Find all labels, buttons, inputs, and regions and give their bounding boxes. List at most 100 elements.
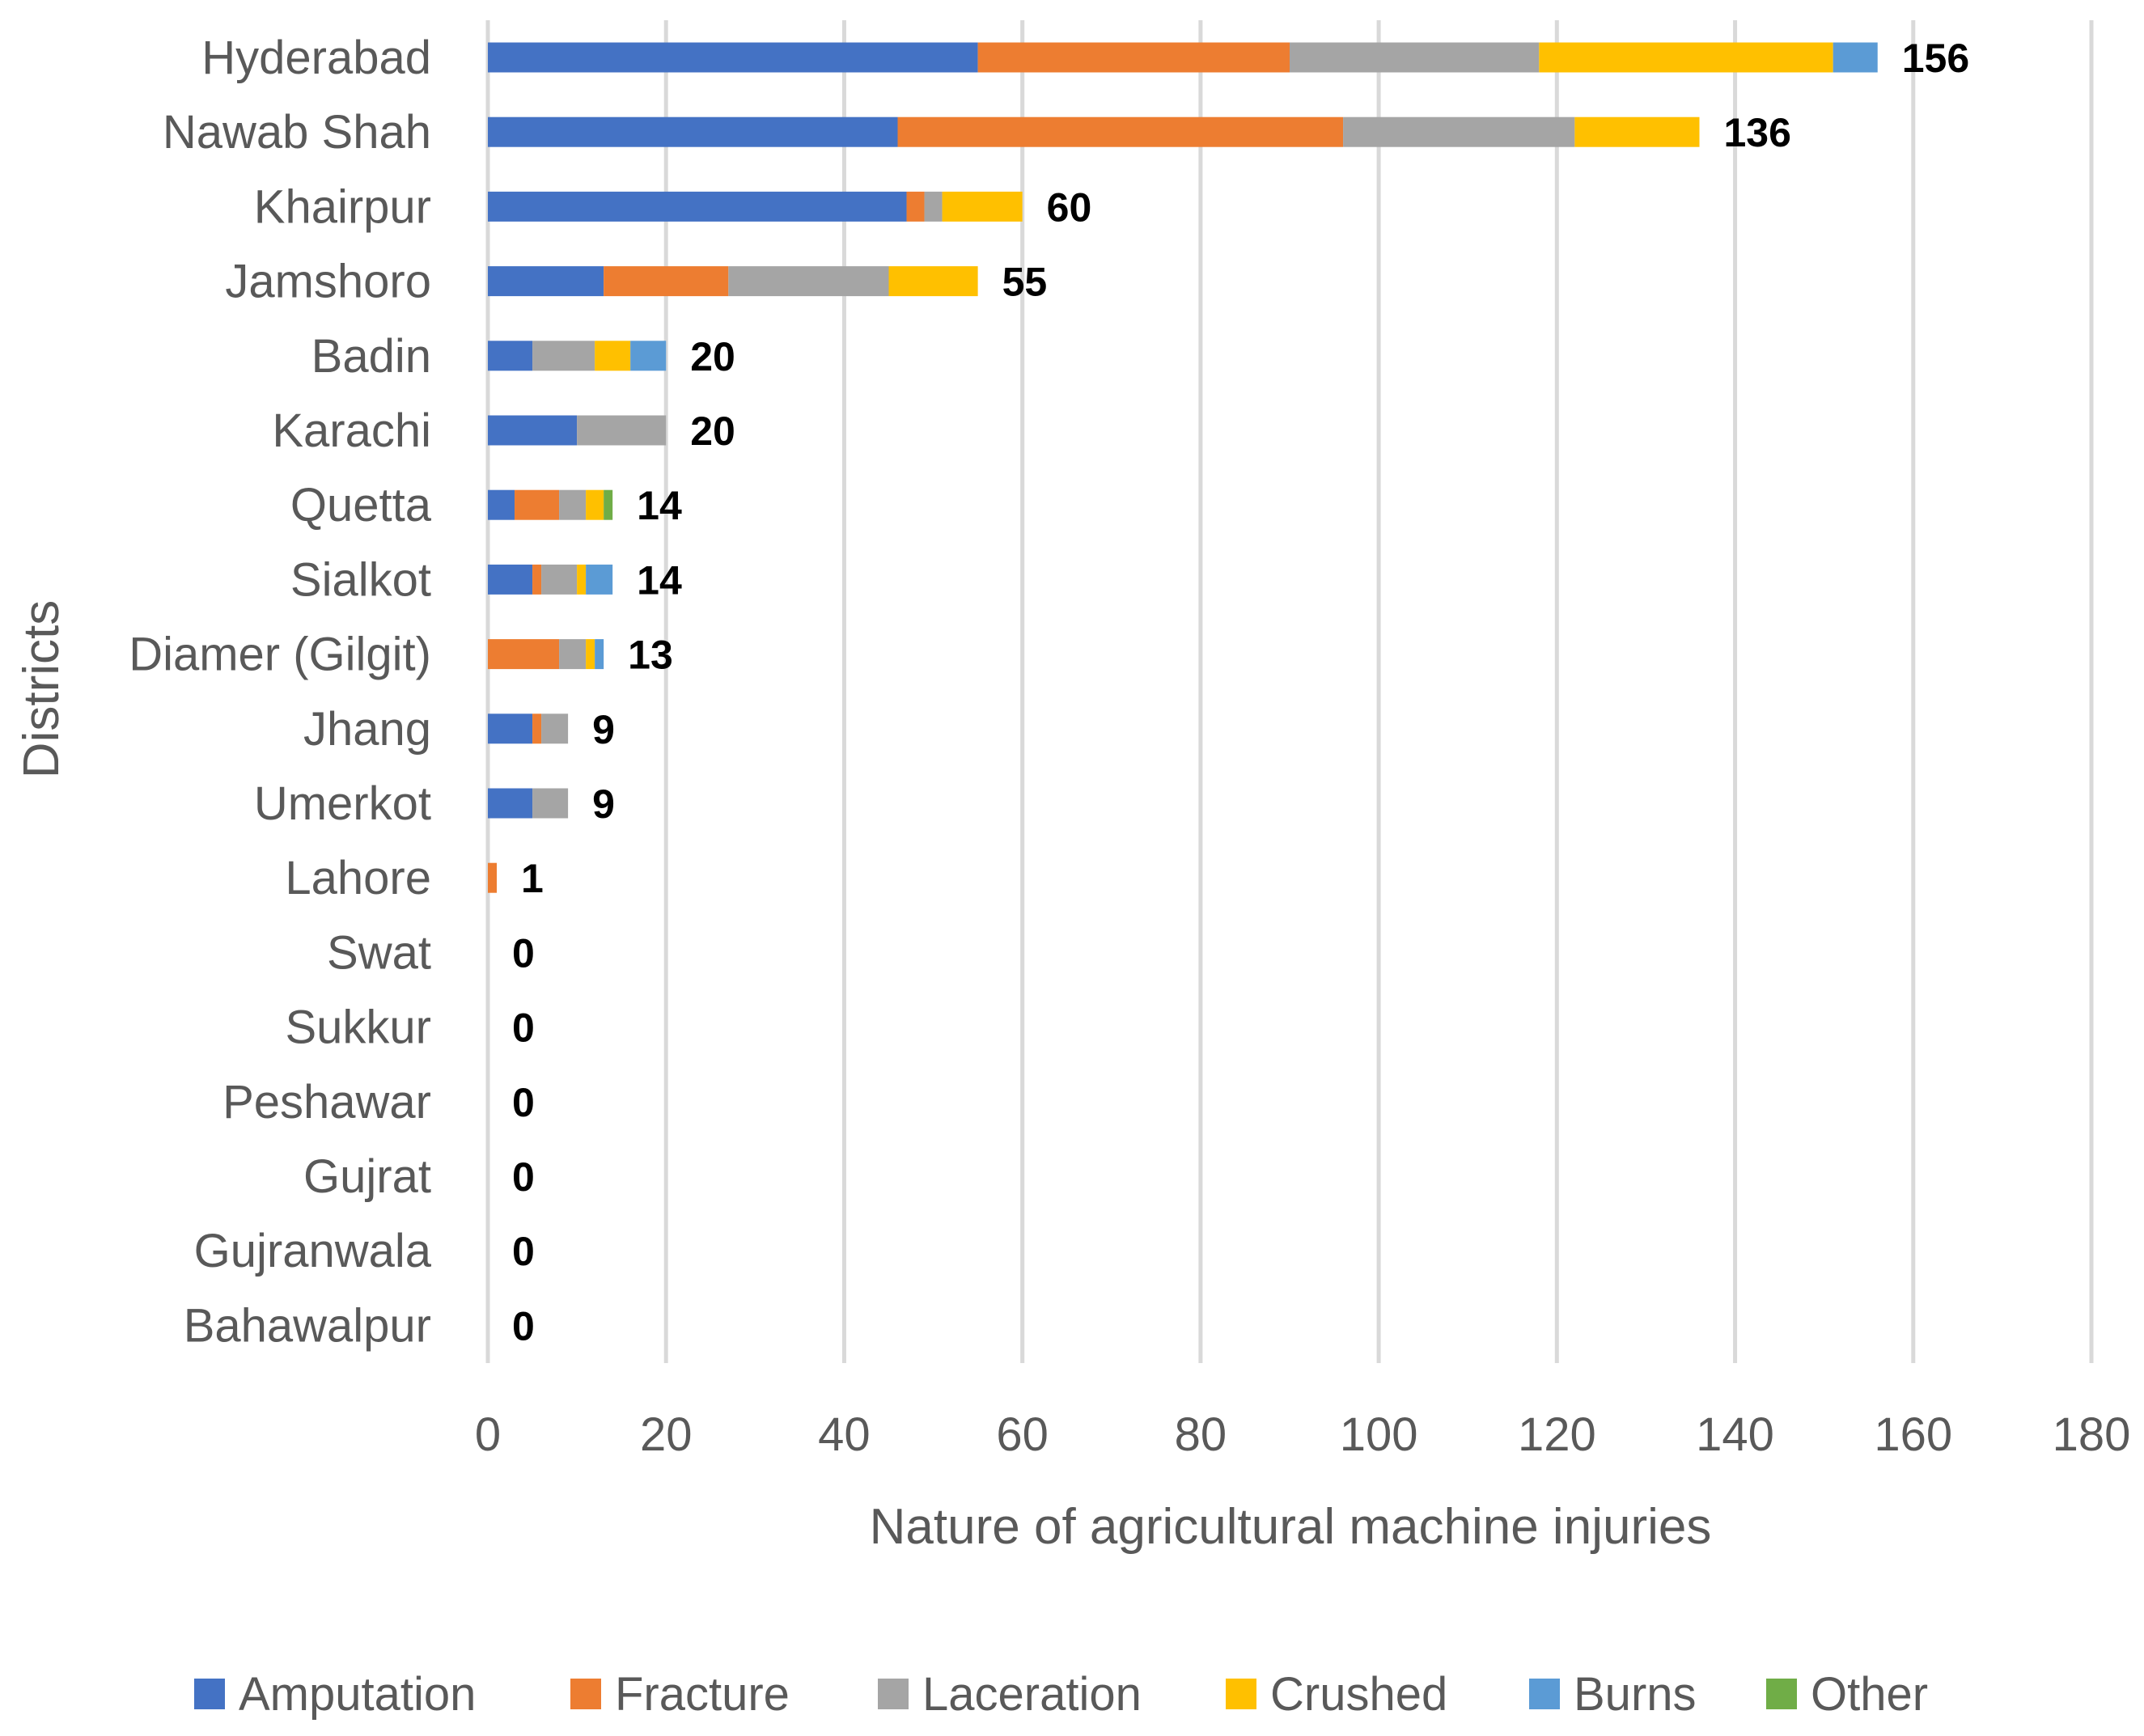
bar-segment-crushed xyxy=(1574,116,1700,147)
bar-segment-amputation xyxy=(488,42,978,73)
legend-label: Burns xyxy=(1574,1668,1697,1721)
bar-segment-fracture xyxy=(977,42,1290,73)
bar-segment-laceration xyxy=(728,266,889,297)
total-value-label: 1 xyxy=(521,856,544,901)
bar-segment-laceration xyxy=(1290,42,1540,73)
category-label: Gujrat xyxy=(303,1150,431,1203)
bar-segment-laceration xyxy=(541,564,578,595)
category-label: Nawab Shah xyxy=(163,106,431,159)
bar-segment-fracture xyxy=(488,639,560,670)
bar-segment-fracture xyxy=(532,713,542,744)
bar-segment-laceration xyxy=(532,788,569,819)
category-label: Sukkur xyxy=(285,1001,431,1054)
x-tick-label: 0 xyxy=(475,1408,501,1461)
bar-segment-laceration xyxy=(924,191,943,222)
y-axis-title: Districts xyxy=(14,600,70,778)
legend-swatch-amputation xyxy=(194,1679,225,1709)
bar-segment-laceration xyxy=(559,639,587,670)
bar-segment-crushed xyxy=(586,489,604,520)
bar-segment-other xyxy=(604,489,613,520)
legend-label: Crushed xyxy=(1270,1668,1447,1721)
bar-segment-fracture xyxy=(897,116,1344,147)
bar-segment-burns xyxy=(586,564,613,595)
legend-swatch-burns xyxy=(1529,1679,1560,1709)
total-value-label: 14 xyxy=(637,483,682,528)
x-tick-label: 40 xyxy=(818,1408,871,1461)
total-value-label: 20 xyxy=(690,409,735,454)
category-label: Peshawar xyxy=(222,1076,431,1128)
x-tick-label: 180 xyxy=(2053,1408,2131,1461)
bar-segment-laceration xyxy=(532,341,595,371)
bar-segment-burns xyxy=(595,639,604,670)
total-value-label: 0 xyxy=(512,1154,535,1200)
category-label: Quetta xyxy=(290,479,432,531)
category-label: Swat xyxy=(327,926,431,979)
bar-segment-amputation xyxy=(488,116,898,147)
bar-segment-fracture xyxy=(488,862,498,893)
bar-segment-amputation xyxy=(488,341,533,371)
value-axis-tick-labels: 0 20 40 60 80 100 120 140 160 180 xyxy=(475,1408,2131,1461)
x-tick-label: 80 xyxy=(1175,1408,1227,1461)
bar-segment-amputation xyxy=(488,788,533,819)
bar-segment-amputation xyxy=(488,564,533,595)
bar-segment-fracture xyxy=(532,564,542,595)
bar-segment-amputation xyxy=(488,415,578,446)
legend-swatch-laceration xyxy=(878,1679,909,1709)
legend-swatch-other xyxy=(1766,1679,1797,1709)
total-value-label: 55 xyxy=(1002,260,1048,305)
category-label: Jamshoro xyxy=(225,256,431,308)
bars xyxy=(488,42,1878,893)
category-label: Bahawalpur xyxy=(184,1299,431,1352)
bar-segment-amputation xyxy=(488,191,907,222)
total-value-label: 9 xyxy=(592,781,615,827)
bar-segment-fracture xyxy=(906,191,925,222)
legend-label: Fracture xyxy=(615,1668,790,1721)
total-value-label: 0 xyxy=(512,1229,535,1274)
bar-segment-amputation xyxy=(488,713,533,744)
legend-swatch-crushed xyxy=(1226,1679,1256,1709)
legend-label: Other xyxy=(1811,1668,1928,1721)
legend-swatch-fracture xyxy=(570,1679,601,1709)
category-label: Badin xyxy=(311,330,431,383)
total-value-label: 0 xyxy=(512,1303,535,1349)
total-value-label: 136 xyxy=(1724,110,1791,155)
legend-label: Laceration xyxy=(922,1668,1142,1721)
bar-segment-laceration xyxy=(541,713,569,744)
x-axis-title: Nature of agricultural machine injuries xyxy=(870,1499,1712,1555)
total-value-label: 9 xyxy=(592,707,615,752)
total-value-label: 14 xyxy=(637,557,682,603)
bar-segment-crushed xyxy=(888,266,978,297)
x-tick-label: 120 xyxy=(1518,1408,1596,1461)
category-label: Lahore xyxy=(285,852,431,904)
x-tick-label: 140 xyxy=(1696,1408,1774,1461)
legend-label: Amputation xyxy=(239,1668,476,1721)
bar-segment-laceration xyxy=(1343,116,1575,147)
bar-segment-fracture xyxy=(515,489,560,520)
gridlines xyxy=(485,20,2094,1363)
total-value-label: 0 xyxy=(512,1006,535,1051)
category-label: Sialkot xyxy=(290,553,431,606)
category-label: Khairpur xyxy=(254,180,431,233)
category-label: Hyderabad xyxy=(201,32,431,84)
bar-segment-crushed xyxy=(942,191,1023,222)
bar-segment-amputation xyxy=(488,266,604,297)
total-value-label: 0 xyxy=(512,1080,535,1125)
bar-segment-crushed xyxy=(595,341,631,371)
x-tick-label: 20 xyxy=(640,1408,693,1461)
category-label: Umerkot xyxy=(254,777,431,830)
total-value-label: 156 xyxy=(1902,36,1969,81)
bar-segment-burns xyxy=(630,341,667,371)
category-axis-labels: Hyderabad Nawab Shah Khairpur Jamshoro Badin… xyxy=(129,32,432,1352)
bar-segment-crushed xyxy=(586,639,595,670)
bar-segment-amputation xyxy=(488,489,515,520)
bar-segment-crushed xyxy=(1539,42,1833,73)
bar-segment-fracture xyxy=(604,266,729,297)
bar-segment-laceration xyxy=(559,489,587,520)
total-value-label: 13 xyxy=(628,633,673,678)
total-value-label: 60 xyxy=(1047,184,1092,230)
bar-segment-laceration xyxy=(577,415,667,446)
category-label: Karachi xyxy=(272,404,431,457)
